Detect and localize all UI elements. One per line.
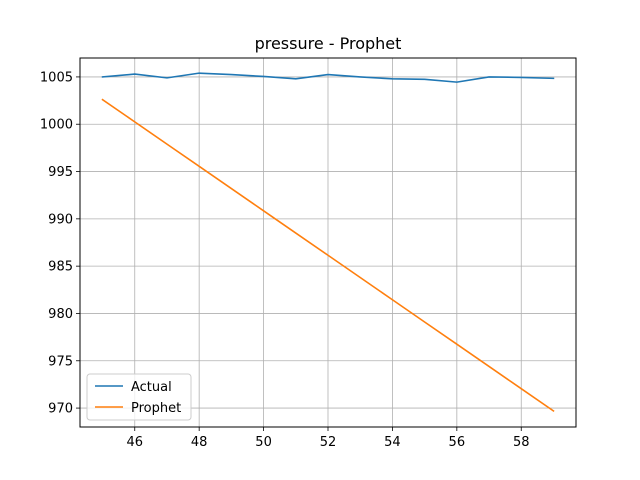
y-tick-label: 990 bbox=[48, 212, 73, 227]
legend-label-actual: Actual bbox=[131, 380, 172, 395]
x-tick-label: 48 bbox=[191, 435, 208, 450]
axis-ticks: 46 48 50 52 54 56 58 970 975 980 985 990 995 1000 1005 bbox=[40, 70, 530, 450]
y-tick-label: 995 bbox=[48, 165, 73, 180]
x-tick-label: 56 bbox=[449, 435, 466, 450]
y-tick-label: 970 bbox=[48, 402, 73, 417]
y-tick-label: 985 bbox=[48, 260, 73, 275]
y-tick-label: 980 bbox=[48, 307, 73, 322]
x-tick-label: 58 bbox=[513, 435, 530, 450]
y-tick-label: 1000 bbox=[40, 118, 73, 133]
legend: Actual Prophet bbox=[86, 373, 192, 421]
y-tick-label: 1005 bbox=[40, 70, 73, 85]
legend-label-prophet: Prophet bbox=[131, 401, 181, 416]
chart-title: pressure - Prophet bbox=[255, 34, 402, 53]
x-tick-label: 52 bbox=[320, 435, 337, 450]
x-tick-label: 46 bbox=[126, 435, 143, 450]
series-line-actual bbox=[101, 72, 555, 83]
series-line-prophet bbox=[101, 98, 555, 413]
series-lines bbox=[101, 72, 555, 413]
y-tick-label: 975 bbox=[48, 354, 73, 369]
x-tick-label: 54 bbox=[384, 435, 401, 450]
x-tick-label: 50 bbox=[255, 435, 272, 450]
